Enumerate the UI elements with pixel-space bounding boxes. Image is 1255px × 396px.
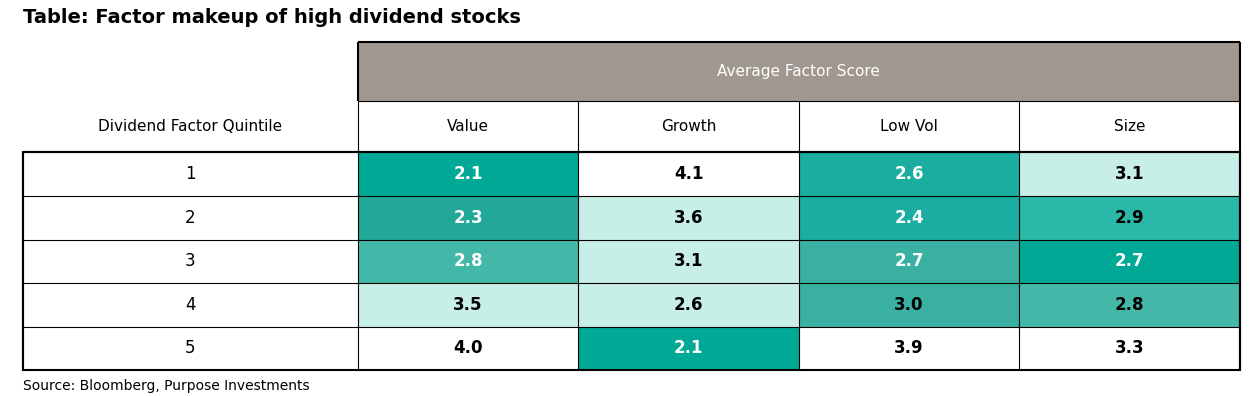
Text: Average Factor Score: Average Factor Score [718,64,880,79]
Text: Low Vol: Low Vol [880,119,937,134]
Text: 2.7: 2.7 [1114,252,1145,270]
Text: 3: 3 [184,252,196,270]
Text: 2.6: 2.6 [674,296,703,314]
Text: 2.4: 2.4 [895,209,924,227]
Text: 2.8: 2.8 [1114,296,1145,314]
Text: 2.3: 2.3 [453,209,483,227]
Text: 3.1: 3.1 [1114,165,1145,183]
Text: Dividend Factor Quintile: Dividend Factor Quintile [98,119,282,134]
Text: 3.9: 3.9 [895,339,924,358]
Text: 2: 2 [184,209,196,227]
Text: Size: Size [1114,119,1146,134]
Text: 3.1: 3.1 [674,252,703,270]
Text: 5: 5 [184,339,196,358]
Text: Value: Value [447,119,489,134]
Text: Table: Factor makeup of high dividend stocks: Table: Factor makeup of high dividend st… [23,8,521,27]
Text: 2.6: 2.6 [895,165,924,183]
Text: Source: Bloomberg, Purpose Investments: Source: Bloomberg, Purpose Investments [23,379,309,393]
Text: 3.3: 3.3 [1114,339,1145,358]
Text: 2.1: 2.1 [453,165,483,183]
Text: 3.0: 3.0 [895,296,924,314]
Text: 4.0: 4.0 [453,339,483,358]
Text: 1: 1 [184,165,196,183]
Text: Growth: Growth [661,119,717,134]
Text: 3.6: 3.6 [674,209,703,227]
Text: 2.1: 2.1 [674,339,703,358]
Text: 3.5: 3.5 [453,296,483,314]
Text: 2.8: 2.8 [453,252,483,270]
Text: 4.1: 4.1 [674,165,703,183]
Text: 2.9: 2.9 [1114,209,1145,227]
Text: 2.7: 2.7 [895,252,924,270]
Text: 4: 4 [184,296,196,314]
